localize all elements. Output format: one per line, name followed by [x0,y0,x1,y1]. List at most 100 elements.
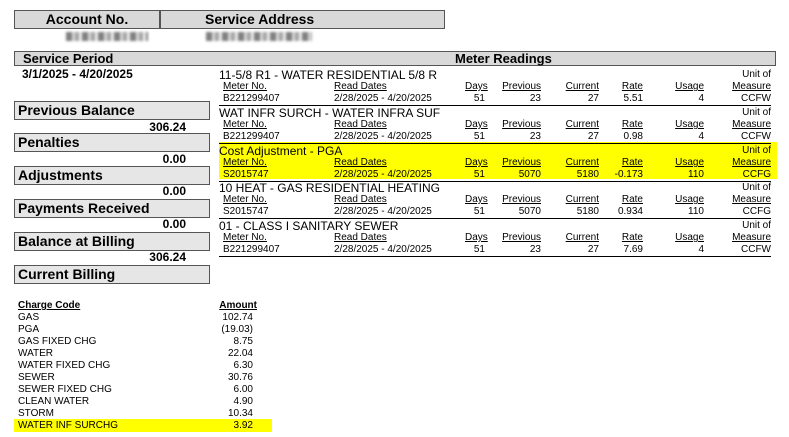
rate-value: 5.51 [623,93,643,104]
current-value: 5180 [576,169,599,180]
meter-data-row: S2015747 2/28/2025 - 4/20/2025 51 5070 5180 -… [219,169,771,181]
current-billing-label: Current Billing [18,266,116,282]
meter-divider [219,218,771,219]
usage-header: Usage [675,81,704,92]
current-header: Current [565,194,599,205]
section-header-bar: Service Period Meter Readings [14,51,776,66]
unit-of-label: Unit of [742,145,771,156]
meter-column-header-row: Meter No. Read Dates Days Previous Current Ra… [219,232,771,244]
previous-value: 23 [529,131,541,142]
rate-value: 0.98 [623,131,643,142]
meter-highlight [219,142,777,179]
charge-amount: 22.04 [227,348,253,359]
current-header: Current [565,81,599,92]
read-dates-header: Read Dates [334,119,387,130]
balance-at-billing-value: 306.24 [149,250,186,264]
usage-header: Usage [675,232,704,243]
penalties-box: Penalties [14,133,210,152]
read-dates: 2/28/2025 - 4/20/2025 [334,206,432,217]
meter-column-header-row: Meter No. Read Dates Days Previous Current Ra… [219,194,771,206]
previous-value: 23 [529,244,541,255]
usage-header: Usage [675,157,704,168]
unit-of-measure-header: Measure [732,81,771,92]
charge-code: SEWER FIXED CHG [18,384,112,395]
unit-value: CCFG [742,206,771,217]
payments-received-label: Payments Received [18,200,150,216]
usage-value: 110 [688,169,704,180]
rate-header: Rate [621,194,643,205]
penalties-label: Penalties [18,134,80,150]
previous-balance-value: 306.24 [149,120,186,134]
meter-no-header: Meter No. [223,232,267,243]
current-value: 27 [587,244,599,255]
adjustments-box: Adjustments [14,166,210,185]
charge-code: WATER [18,348,53,359]
previous-header: Previous [502,119,541,130]
read-dates: 2/28/2025 - 4/20/2025 [334,93,432,104]
meter-divider [219,256,771,257]
charge-code: STORM [18,408,54,419]
meter-column-header-row: Meter No. Read Dates Days Previous Current Ra… [219,81,771,93]
charge-amount: 6.30 [233,360,253,371]
days-header: Days [465,157,488,168]
meter-number: S2015747 [223,169,269,180]
read-dates: 2/28/2025 - 4/20/2025 [334,131,432,142]
rate-value: 0.934 [617,206,643,217]
charge-code: WATER INF SURCHG [18,420,118,431]
meter-readings-label: Meter Readings [455,51,552,66]
rate-header: Rate [621,157,643,168]
meter-column-header-row: Meter No. Read Dates Days Previous Current Ra… [219,157,771,169]
meter-title: 11-5/8 R1 - WATER RESIDENTIAL 5/8 R [219,68,438,82]
read-dates-header: Read Dates [334,194,387,205]
meter-no-header: Meter No. [223,119,267,130]
meter-data-row: B221299407 2/28/2025 - 4/20/2025 51 23 27 5.5… [219,93,771,105]
previous-value: 5070 [518,169,541,180]
current-value: 5180 [576,206,599,217]
charge-code: WATER FIXED CHG [18,360,111,371]
current-header: Current [565,119,599,130]
meter-divider [219,105,771,106]
usage-value: 4 [698,131,704,142]
charge-code: GAS FIXED CHG [18,336,97,347]
meter-data-row: S2015747 2/28/2025 - 4/20/2025 51 5070 5180 0… [219,206,771,218]
current-header: Current [565,157,599,168]
days-header: Days [465,232,488,243]
charge-amount: 8.75 [233,336,253,347]
days-value: 51 [473,206,485,217]
rate-header: Rate [621,81,643,92]
read-dates: 2/28/2025 - 4/20/2025 [334,244,432,255]
payments-received-value: 0.00 [162,217,186,231]
unit-of-label: Unit of [742,182,771,193]
days-header: Days [465,194,488,205]
days-value: 51 [473,169,485,180]
charge-amount: 102.74 [222,312,253,323]
previous-header: Previous [502,194,541,205]
meter-no-header: Meter No. [223,81,267,92]
usage-value: 4 [698,93,704,104]
usage-value: 110 [688,206,704,217]
charge-code-header: Charge Code [18,300,81,311]
rate-value: -0.173 [614,169,643,180]
account-no-label: Account No. [45,11,129,27]
previous-value: 23 [529,93,541,104]
days-value: 51 [473,93,485,104]
unit-of-label: Unit of [742,69,771,80]
meter-no-header: Meter No. [223,194,267,205]
current-header: Current [565,232,599,243]
account-no-header: Account No. [14,10,160,29]
charge-amount: 3.92 [233,420,253,431]
unit-of-measure-header: Measure [732,119,771,130]
meter-divider [219,181,771,182]
usage-header: Usage [675,119,704,130]
charge-amount: (19.03) [221,324,253,335]
usage-value: 4 [698,244,704,255]
current-value: 27 [587,131,599,142]
days-header: Days [465,81,488,92]
meter-data-row: B221299407 2/28/2025 - 4/20/2025 51 23 27 0.9… [219,131,771,143]
charge-amount: 4.90 [233,396,253,407]
balance-at-billing-box: Balance at Billing [14,232,210,251]
read-dates-header: Read Dates [334,232,387,243]
rate-value: 7.69 [623,244,643,255]
service-period-label: Service Period [23,51,114,66]
meter-number: B221299407 [223,244,280,255]
